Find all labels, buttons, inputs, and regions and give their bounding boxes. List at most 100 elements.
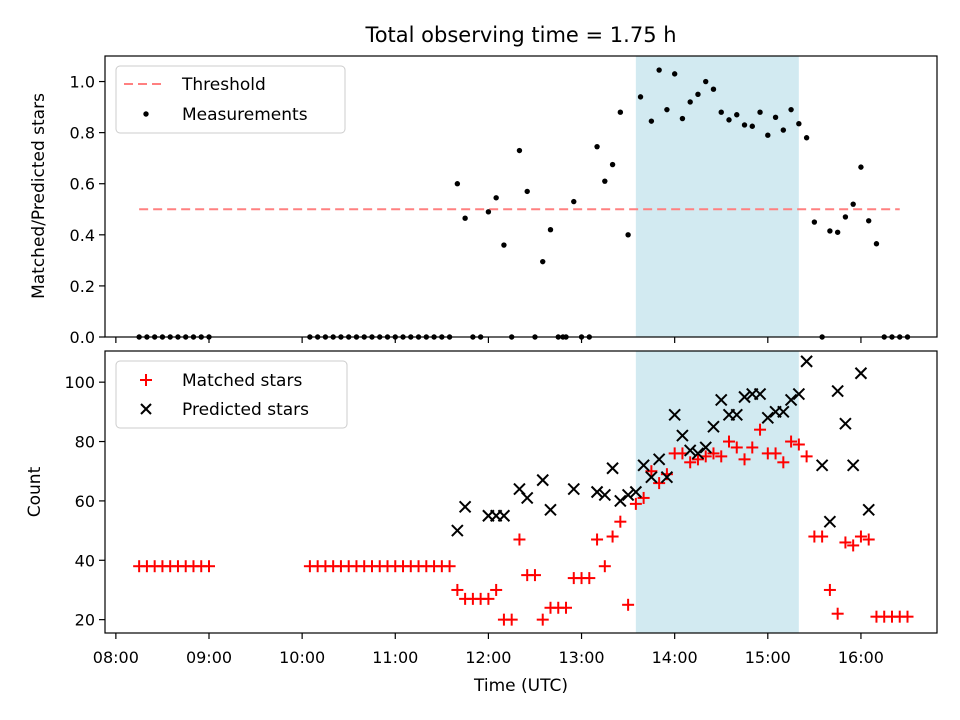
x-tick-label: 15:00 — [745, 648, 791, 667]
x-tick-label: 11:00 — [372, 648, 418, 667]
measurement-point — [780, 127, 787, 133]
matched-point — [203, 560, 215, 573]
measurement-point — [664, 106, 670, 113]
bottom-marks — [133, 355, 914, 626]
predicted-point — [691, 447, 705, 460]
measurement-point — [850, 201, 856, 207]
predicted-point — [792, 387, 806, 401]
y-tick-label: 60 — [75, 492, 95, 511]
predicted-point — [707, 420, 720, 433]
predicted-point — [652, 453, 666, 466]
matched-point — [715, 450, 728, 463]
predicted-point — [598, 488, 612, 502]
predicted-point — [645, 470, 658, 484]
matched-point — [583, 572, 596, 585]
measurement-point — [842, 214, 849, 220]
matched-point — [831, 607, 844, 620]
predicted-point — [761, 411, 775, 424]
legend-matched-label: Matched stars — [182, 371, 302, 391]
top-legend: Threshold Measurements — [115, 65, 346, 134]
predicted-point — [730, 408, 743, 422]
measurement-point — [827, 228, 833, 234]
measurement-point — [765, 132, 771, 138]
measurement-point — [811, 219, 818, 225]
measurement-point — [703, 78, 709, 85]
measurement-point — [637, 94, 644, 100]
matched-point — [490, 583, 503, 596]
measurement-point — [772, 114, 779, 121]
measurement-point — [625, 232, 631, 238]
matched-point — [707, 447, 720, 460]
predicted-point — [839, 417, 852, 430]
predicted-point — [521, 491, 534, 505]
predicted-point — [536, 473, 549, 487]
x-tick-label: 09:00 — [186, 648, 232, 667]
matched-point — [505, 613, 518, 626]
legend-measurements-label: Measurements — [182, 105, 308, 125]
top-panel: 0.0 0.2 0.4 0.6 0.8 1.0 Matched/Predicted sta… — [29, 55, 938, 347]
predicted-point — [497, 509, 511, 522]
matched-point — [800, 450, 813, 463]
bottom-x-ticks: 08:00 09:00 10:00 11:00 12:00 13:00 14:00 15:00… — [93, 633, 884, 667]
matched-point — [536, 613, 549, 626]
matched-point — [598, 560, 611, 573]
predicted-point — [606, 462, 619, 475]
predicted-point — [660, 470, 674, 484]
predicted-point — [862, 503, 875, 517]
measurement-point — [866, 218, 872, 224]
bottom-panel: 20 40 60 80 100 08:00 09:00 10:00 11:00 12:00 13:… — [25, 350, 938, 696]
measurement-point — [485, 209, 492, 215]
predicted-point — [614, 494, 627, 508]
y-tick-label: 0.8 — [70, 124, 95, 143]
legend-matched-swatch — [140, 374, 152, 386]
measurement-point — [873, 241, 880, 247]
bottom-legend-box — [115, 360, 348, 429]
measurement-point — [454, 181, 461, 187]
y-tick-label: 0.2 — [70, 277, 95, 296]
matched-point — [847, 539, 860, 552]
top-x-ticks — [115, 337, 862, 343]
top-highlight-span — [635, 56, 799, 337]
measurement-point — [602, 178, 608, 184]
measurement-point — [656, 67, 662, 73]
matched-point — [443, 560, 456, 573]
bottom-plot-frame — [104, 350, 938, 634]
x-tick-label: 10:00 — [279, 648, 325, 667]
matched-point — [606, 530, 619, 543]
x-tick-label: 14:00 — [652, 648, 698, 667]
y-tick-label: 40 — [75, 551, 95, 570]
predicted-point — [676, 429, 689, 442]
matched-point — [785, 435, 798, 448]
matched-point — [653, 477, 666, 490]
measurement-point — [726, 117, 732, 123]
y-tick-label: 100 — [64, 373, 95, 392]
matched-point — [560, 601, 573, 614]
matched-point — [691, 453, 704, 466]
predicted-point — [831, 384, 844, 398]
matched-point — [816, 530, 829, 543]
measurement-point — [540, 258, 546, 265]
matched-point — [901, 610, 914, 623]
predicted-point — [629, 485, 643, 499]
matched-point — [645, 465, 658, 478]
bottom-y-axis-label: Count — [25, 466, 45, 517]
matched-point — [754, 423, 767, 436]
measurement-point — [734, 112, 740, 118]
predicted-point — [715, 393, 728, 407]
predicted-point — [800, 355, 813, 368]
predicted-point — [458, 500, 472, 514]
predicted-point — [683, 444, 697, 457]
y-tick-label: 20 — [75, 611, 95, 630]
measurement-point — [834, 229, 841, 235]
matched-point — [792, 438, 805, 451]
predicted-point — [753, 387, 767, 401]
y-tick-label: 1.0 — [70, 73, 95, 92]
measurement-point — [718, 109, 724, 115]
top-y-ticks: 0.0 0.2 0.4 0.6 0.8 1.0 — [70, 73, 105, 347]
measurement-point — [687, 99, 693, 105]
matched-point — [738, 453, 751, 466]
predicted-point — [567, 482, 580, 496]
predicted-point — [823, 515, 837, 528]
matched-point — [482, 592, 495, 605]
